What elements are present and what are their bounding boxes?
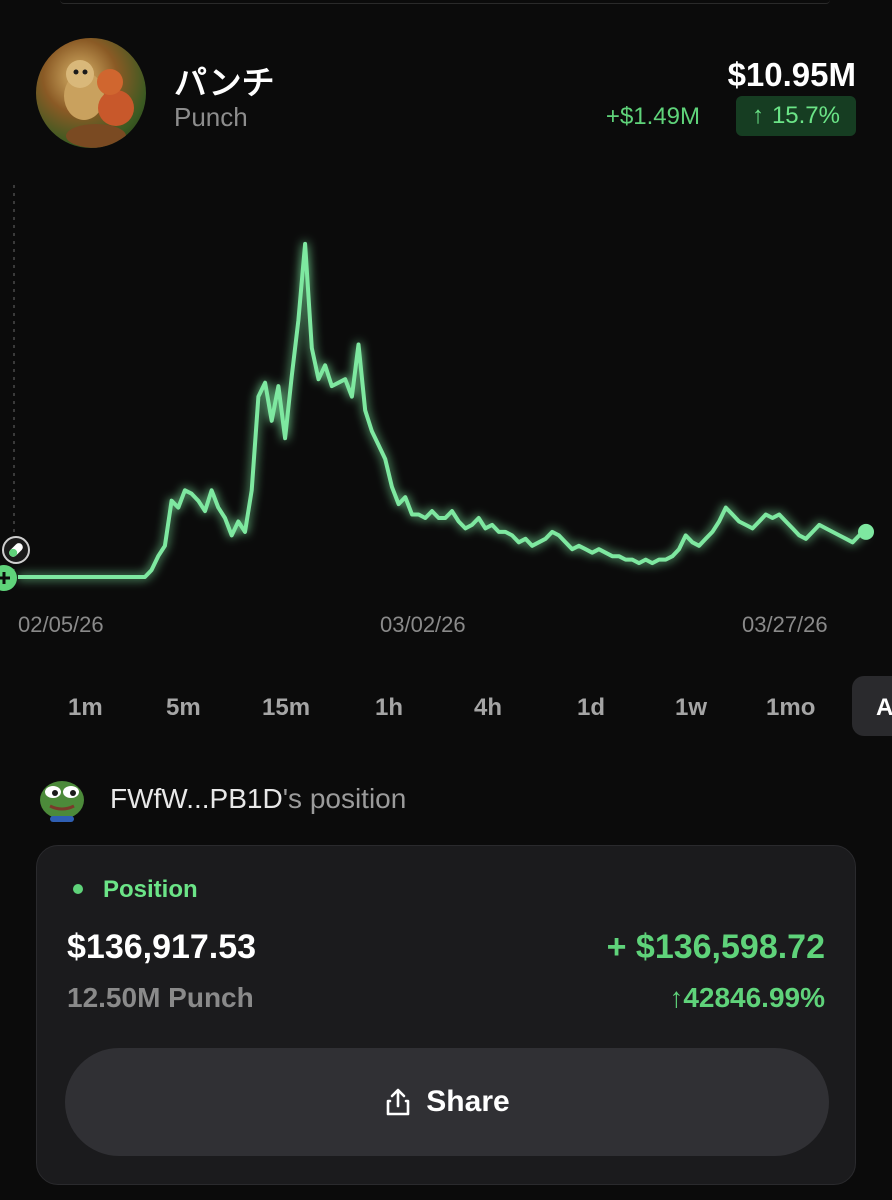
token-ticker: Punch [174, 102, 248, 132]
owner-position-label: FWfW...PB1D's position [110, 783, 406, 815]
price-change-percent: 15.7% [771, 102, 840, 129]
pnl-percent-value: 42846.99% [683, 982, 825, 1013]
timeframe-1mo[interactable]: 1mo [766, 694, 816, 721]
status-dot-icon [73, 884, 83, 894]
token-avatar [36, 38, 146, 148]
price-change-badge: ↑ 15.7% [735, 96, 856, 136]
timeframe-1m[interactable]: 1m [68, 694, 103, 721]
timeframe-1h[interactable]: 1h [375, 694, 404, 721]
timeframe-1d[interactable]: 1d [577, 694, 606, 721]
market-cap: $10.95M [727, 56, 856, 93]
price-chart[interactable] [0, 170, 892, 600]
owner-suffix: 's position [282, 783, 407, 814]
position-card: Position $136,917.53 12.50M Punch + $136… [36, 845, 856, 1185]
timeframe-5m[interactable]: 5m [166, 694, 201, 721]
share-button[interactable]: Share [65, 1048, 829, 1156]
timeframe-1w[interactable]: 1w [675, 694, 708, 721]
position-pnl-percent: ↑42846.99% [669, 982, 825, 1014]
previous-card-edge [60, 0, 830, 4]
timeframe-all[interactable]: A [852, 676, 892, 736]
x-axis-label-start: 02/05/26 [18, 612, 104, 637]
timeframe-selector: 1m 5m 15m 1h 4h 1d 1w 1mo A [0, 676, 892, 738]
chart-current-point [858, 523, 874, 540]
timeframe-15m[interactable]: 15m [262, 694, 311, 721]
token-name: パンチ [174, 63, 275, 102]
share-icon [386, 1088, 410, 1116]
chart-series-line [18, 241, 867, 579]
buy-marker-icon[interactable] [0, 565, 17, 591]
share-label: Share [426, 1085, 510, 1118]
arrow-up-icon: ↑ [751, 102, 764, 129]
pill-marker-icon[interactable] [2, 536, 30, 564]
owner-address: FWfW...PB1D [110, 783, 283, 814]
price-change-amount: +$1.49M [605, 103, 700, 130]
position-pnl: + $136,598.72 [606, 928, 825, 966]
owner-avatar [36, 770, 88, 822]
position-value: $136,917.53 [67, 928, 257, 966]
timeframe-4h[interactable]: 4h [474, 694, 503, 721]
arrow-up-icon: ↑ [669, 982, 684, 1013]
x-axis-label-middle: 03/02/26 [380, 612, 466, 637]
position-title: Position [103, 876, 198, 903]
position-amount: 12.50M Punch [67, 982, 254, 1013]
x-axis-label-end: 03/27/26 [742, 612, 828, 637]
